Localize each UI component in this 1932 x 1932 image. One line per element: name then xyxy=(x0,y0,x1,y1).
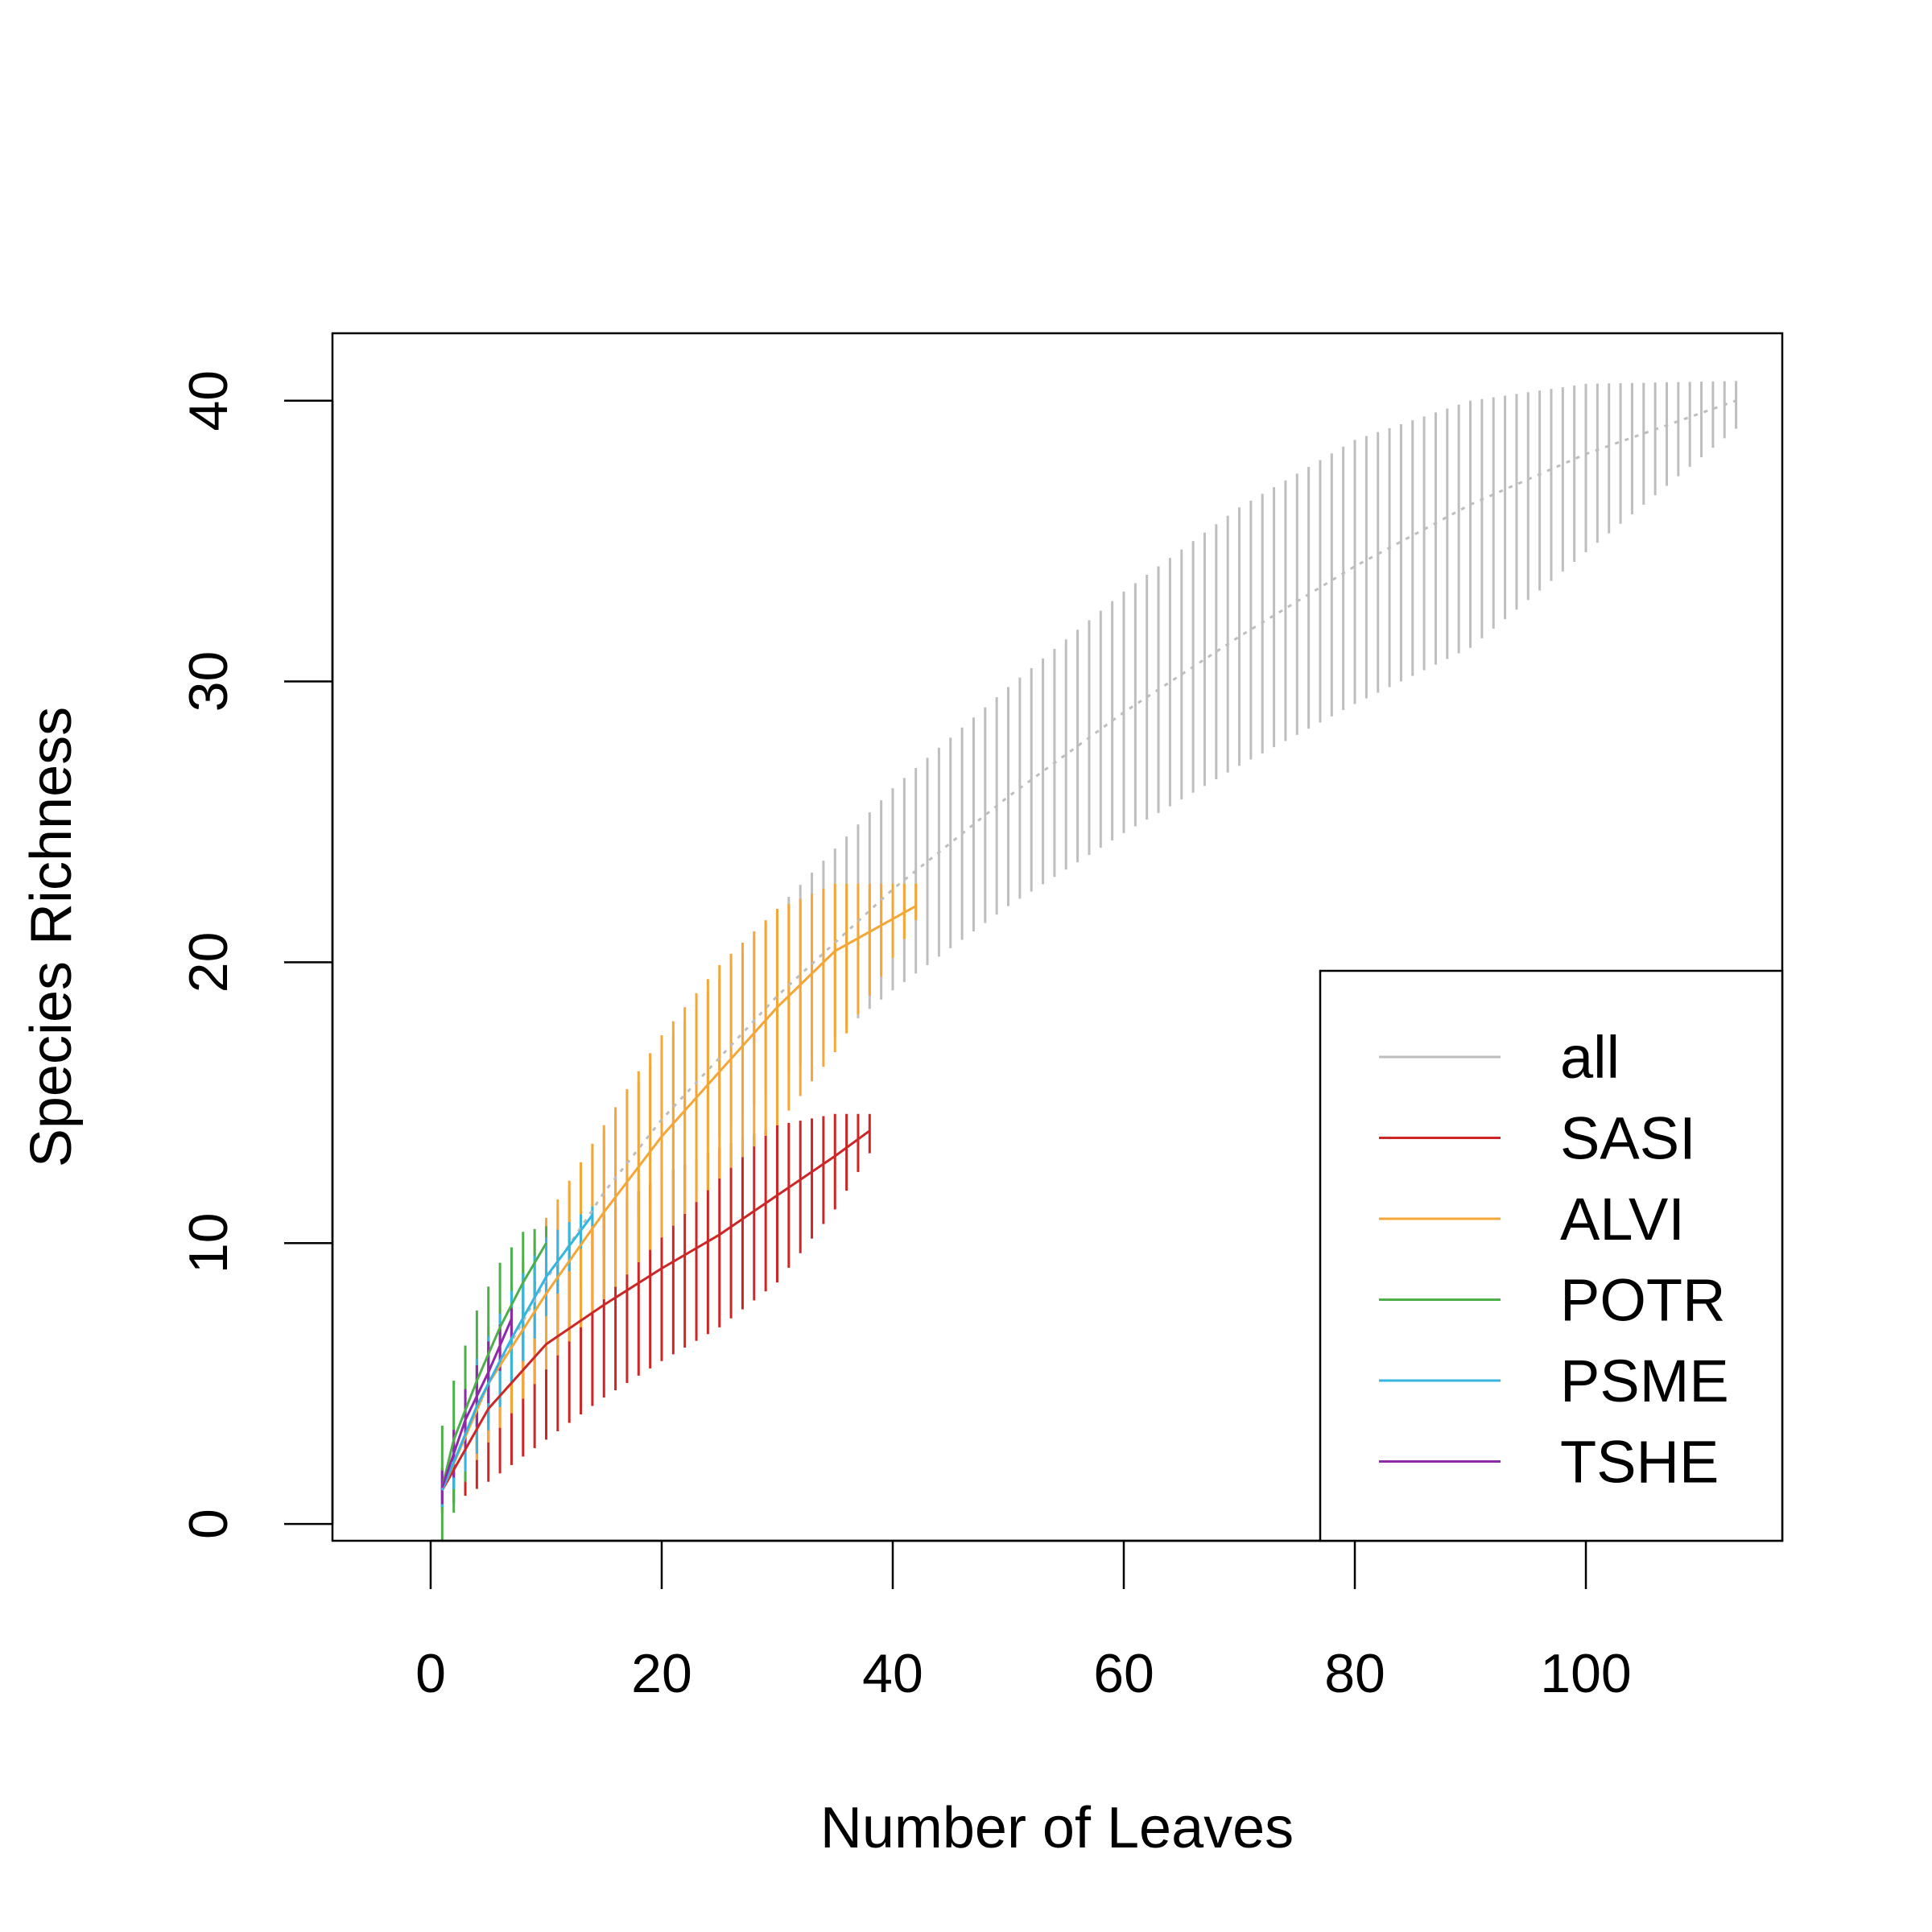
legend-label-ALVI: ALVI xyxy=(1560,1186,1685,1253)
legend-label-TSHE: TSHE xyxy=(1560,1429,1719,1496)
legend-label-POTR: POTR xyxy=(1560,1267,1726,1334)
axes-layer: 0 20 40 60 80 100 0 10 20 30 40 xyxy=(178,370,1632,1704)
y-tick-label: 10 xyxy=(178,1212,239,1274)
y-tick-label: 20 xyxy=(178,932,239,993)
y-tick-label: 40 xyxy=(178,370,239,431)
legend-label-SASI: SASI xyxy=(1560,1105,1696,1172)
legend-label-all: all xyxy=(1560,1024,1620,1091)
series-line-SASI xyxy=(440,1129,871,1491)
legend-label-PSME: PSME xyxy=(1560,1348,1729,1414)
y-axis-title: Species Richness xyxy=(19,707,84,1167)
x-tick-label: 100 xyxy=(1540,1643,1631,1704)
series-lines-layer xyxy=(440,399,1737,1491)
series-line-PSME xyxy=(440,1214,594,1491)
series-line-TSHE xyxy=(440,1318,513,1488)
y-tick-label: 30 xyxy=(178,651,239,712)
x-tick-label: 80 xyxy=(1324,1643,1385,1704)
error-bars-layer xyxy=(440,381,1738,1541)
legend: all SASI ALVI POTR PSME TSHE xyxy=(1319,969,1784,1542)
x-tick-label: 0 xyxy=(415,1643,446,1704)
x-tick-label: 60 xyxy=(1093,1643,1154,1704)
legend-box xyxy=(1319,969,1784,1542)
y-tick-label: 0 xyxy=(178,1509,239,1539)
series-line-POTR xyxy=(440,1242,547,1488)
x-axis-title: Number of Leaves xyxy=(820,1796,1294,1860)
x-tick-label: 20 xyxy=(631,1643,692,1704)
series-line-ALVI xyxy=(440,905,917,1491)
x-tick-label: 40 xyxy=(862,1643,923,1704)
